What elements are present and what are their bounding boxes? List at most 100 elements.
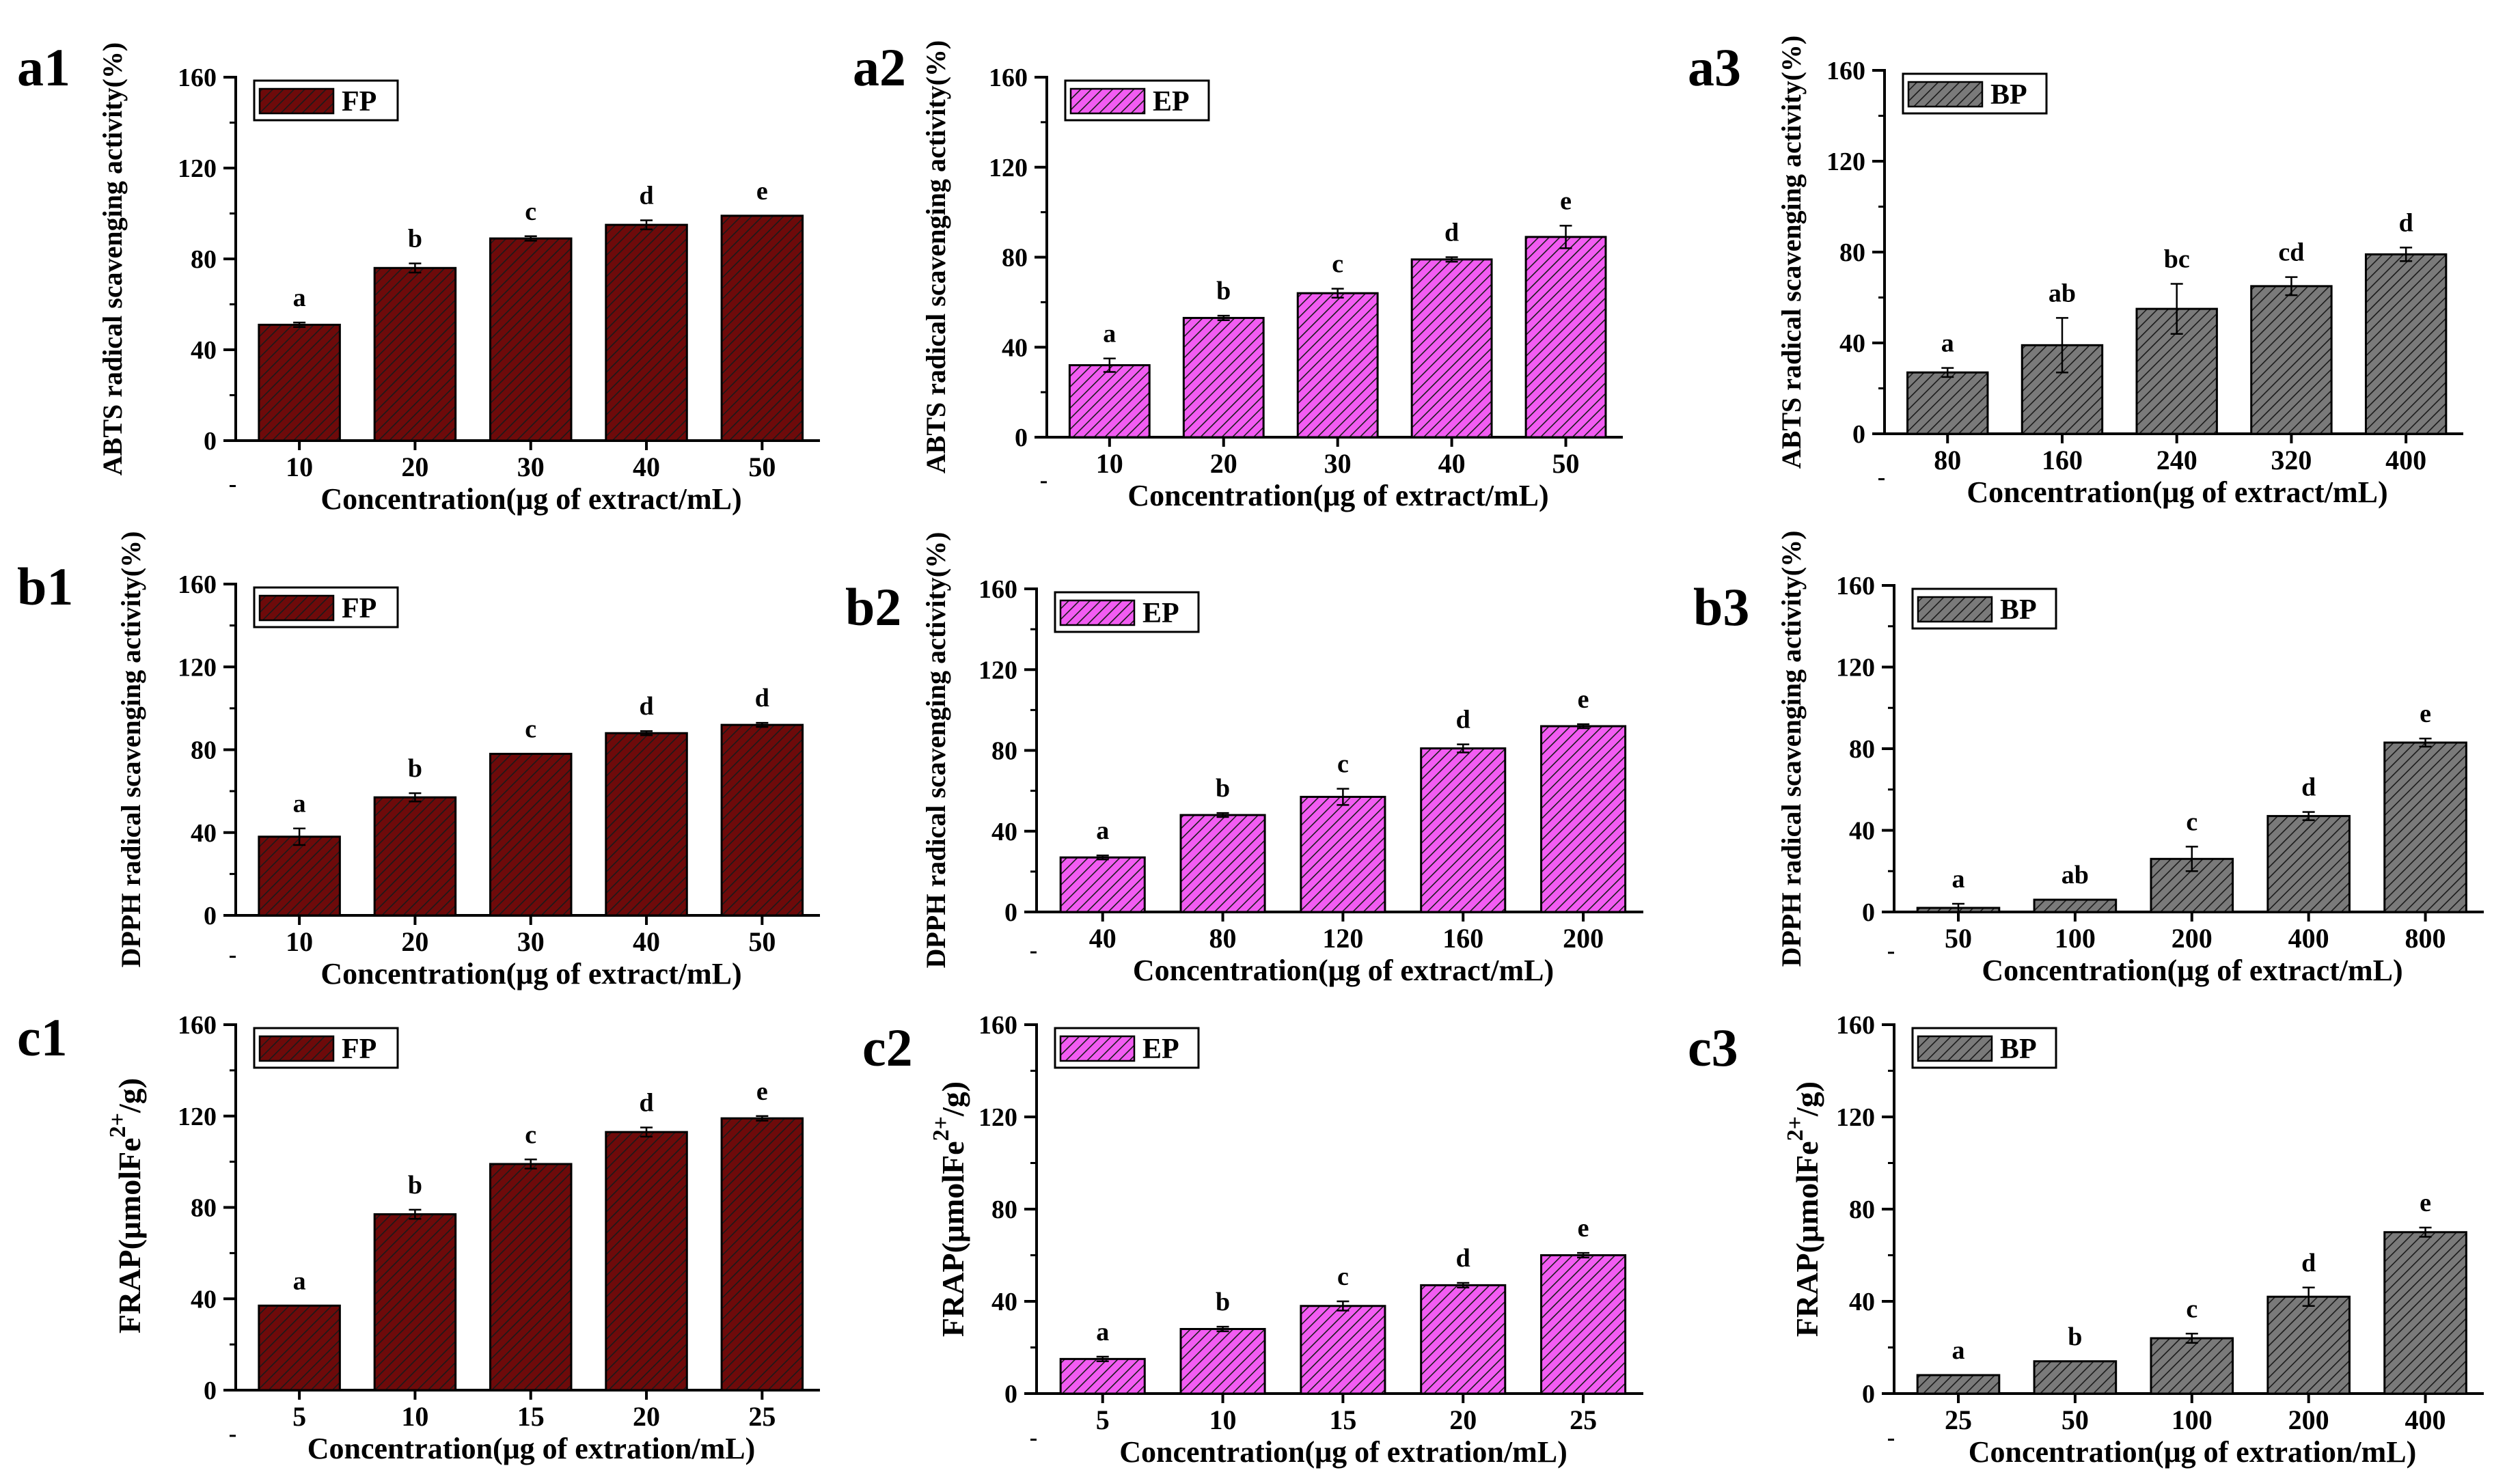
bar [1916,1374,2001,1395]
legend-swatch [1917,596,1993,623]
y-tick-label: 80 [191,245,217,274]
panel-label-a1: a1 [17,38,70,97]
significance-letter: b [1216,277,1231,305]
y-tick-label: 0 [204,902,217,930]
x-axis-label: Concentration(μg of extract/mL) [1967,475,2387,509]
y-axis-label: FRAP(μmolFe2+/g) [929,1081,970,1337]
bar [2364,253,2448,435]
x-tick-label: 30 [517,452,545,482]
y-tick-label: 120 [178,1103,217,1131]
x-tick-label: 5 [1096,1404,1110,1435]
panel-c1: c1 0 40 80 120 160 a 5 b 10 c 15 d 20 e 25Concentration… [17,1008,820,1465]
legend-swatch [258,594,335,622]
bar [1296,292,1379,439]
x-tick-label: 240 [2156,445,2197,475]
bar [720,723,804,917]
panel-c2: c2 0 40 80 120 160 a 5 b 10 c 15 d 20 e 25Concentration… [862,1011,1643,1469]
x-tick-label: 25 [1945,1404,1972,1435]
significance-letter: e [756,1077,768,1106]
significance-letter: a [1096,1318,1109,1346]
x-tick-label: 20 [1449,1404,1477,1435]
bar [2266,1295,2351,1395]
x-tick-label: 50 [748,452,776,482]
x-tick-label: 80 [1209,923,1237,954]
x-tick-label: 40 [633,452,660,482]
significance-letter: b [408,225,422,253]
panel-label-b1: b1 [17,557,73,616]
x-tick-label: 5 [292,1401,306,1432]
panel-b2: b2 0 40 80 120 160 a 40 b 80 c 120 d 160 e 200 Concentra… [845,532,1643,987]
x-tick-label: 20 [1210,448,1237,479]
y-axis-label-end: /g) [935,1081,970,1117]
y-tick-label: 0 [204,1376,217,1405]
panel-c3: c3 0 40 80 120 160 a 25 b 50 c 100 d 200 e 400Concentra… [1688,1011,2484,1469]
y-tick-label: 40 [1002,333,1028,362]
bar [1300,795,1386,913]
bar [2033,1360,2118,1395]
bar [489,753,573,917]
legend-swatch [258,87,335,115]
bar [1906,371,1989,435]
x-tick-label: 25 [1570,1404,1597,1435]
x-tick-label: 10 [1096,448,1123,479]
y-tick-label: 40 [1849,1288,1875,1316]
legend-swatch [1059,1035,1136,1062]
y-tick-label: 160 [1836,572,1875,600]
significance-letter: e [2420,700,2431,728]
bar [720,1117,804,1392]
x-tick-label: 160 [1442,923,1483,954]
panel-label-c3: c3 [1688,1018,1738,1077]
y-tick-label: 0 [1852,420,1865,449]
significance-letter: a [1096,816,1109,845]
x-tick-label: 100 [2172,1404,2213,1435]
legend-label: BP [2000,1034,2037,1065]
bar [2033,898,2118,913]
x-tick-label: 80 [1934,445,1961,475]
y-tick-label: 160 [178,1011,217,1040]
significance-letter: c [525,1120,536,1149]
x-tick-label: 50 [748,926,776,957]
x-tick-label: 10 [286,926,313,957]
significance-letter: c [2186,1295,2197,1323]
significance-letter: d [1444,219,1459,247]
y-tick-label: 160 [178,64,217,92]
y-tick-label: 40 [191,336,217,365]
significance-letter: b [2068,1323,2082,1351]
y-tick-label: 40 [191,1285,217,1314]
x-tick-label: 400 [2405,1404,2446,1435]
x-tick-label: 30 [517,926,545,957]
panel-b3: b3 0 40 80 120 160 a 50 ab 100 c 200 d 400 e 800Concent… [1693,531,2484,987]
x-tick-label: 15 [1329,1404,1356,1435]
legend-label: EP [1153,86,1190,117]
y-tick-label: 160 [178,570,217,599]
y-axis-label-main: FRAP(μmolFe [935,1141,970,1337]
legend-swatch [258,1035,335,1062]
panel-label-b2: b2 [845,577,901,637]
x-tick-label: 40 [1438,448,1466,479]
y-tick-label: 80 [1849,735,1875,764]
significance-letter: d [2301,1249,2316,1277]
y-tick-label: 40 [991,818,1017,846]
x-tick-label: 15 [517,1401,545,1432]
y-tick-label: 160 [978,575,1017,604]
y-tick-label: 80 [991,737,1017,766]
y-tick-label: 40 [1849,817,1875,846]
y-tick-label: 0 [1862,1380,1875,1409]
x-tick-label: 320 [2271,445,2312,475]
significance-letter: d [639,181,653,210]
y-tick-label: 40 [991,1288,1017,1316]
panel-b1: b1 0 40 80 120 160 a 10 b 20 c 30 d 40 d 50Concentratio… [17,531,820,991]
significance-letter: b [408,1171,422,1200]
bar [1059,856,1146,913]
y-tick-label: 0 [1004,898,1017,927]
x-axis-label: Concentration(μg of extract/mL) [320,957,741,991]
bar [1420,747,1507,913]
y-tick-label: 80 [991,1195,1017,1224]
x-tick-label: 30 [1324,448,1352,479]
y-tick-label: 120 [989,154,1028,182]
legend-label: BP [2000,594,2037,626]
significance-letter: b [408,754,422,783]
y-axis-label: DPPH radical scavenging activity(%) [115,531,146,968]
x-axis-label: Concentration(μg of extract/mL) [1982,954,2402,987]
